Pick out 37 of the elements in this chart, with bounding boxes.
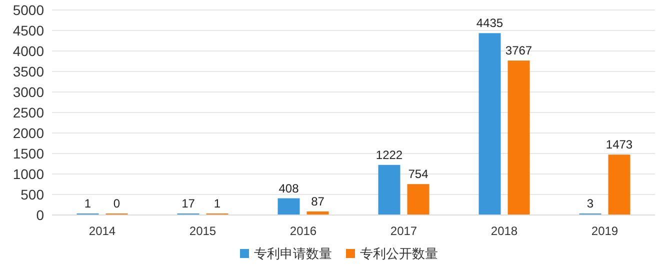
bar [278,198,300,215]
y-tick-label: 3500 [12,64,44,80]
y-tick-label: 1500 [12,146,44,162]
data-label: 0 [113,196,120,210]
x-tick-label: 2019 [591,224,618,238]
data-label: 1222 [376,148,403,162]
data-label: 1 [84,196,92,210]
bar [608,154,630,215]
legend-label: 专利申请数量 [254,246,332,261]
x-tick-label: 2014 [88,224,116,238]
data-label: 754 [408,167,429,182]
data-label: 408 [278,181,300,196]
y-tick-label: 1000 [12,166,44,182]
y-tick-label: 4000 [12,43,44,59]
y-tick-label: 4500 [12,22,44,38]
x-tick-label: 2015 [189,224,216,238]
data-label: 3767 [505,44,532,58]
y-tick-label: 2500 [12,104,44,120]
bar [378,164,400,215]
data-label: 87 [311,194,325,208]
bar [407,184,430,215]
data-label: 1473 [606,138,633,152]
data-label: 4435 [476,16,504,30]
y-tick-label: 5000 [12,2,44,18]
bar [508,60,530,215]
y-tick-label: 2000 [12,125,44,141]
x-tick-label: 2016 [290,224,317,238]
bar [478,33,501,215]
y-tick-label: 500 [20,186,44,202]
y-tick-label: 0 [36,207,44,223]
data-label: 1 [214,196,221,210]
data-label: 3 [586,196,594,210]
y-tick-label: 3000 [12,84,44,100]
legend-label: 专利公开数量 [360,246,438,261]
data-label: 17 [182,196,196,210]
x-tick-label: 2017 [390,224,418,238]
x-tick-label: 2018 [490,224,518,238]
